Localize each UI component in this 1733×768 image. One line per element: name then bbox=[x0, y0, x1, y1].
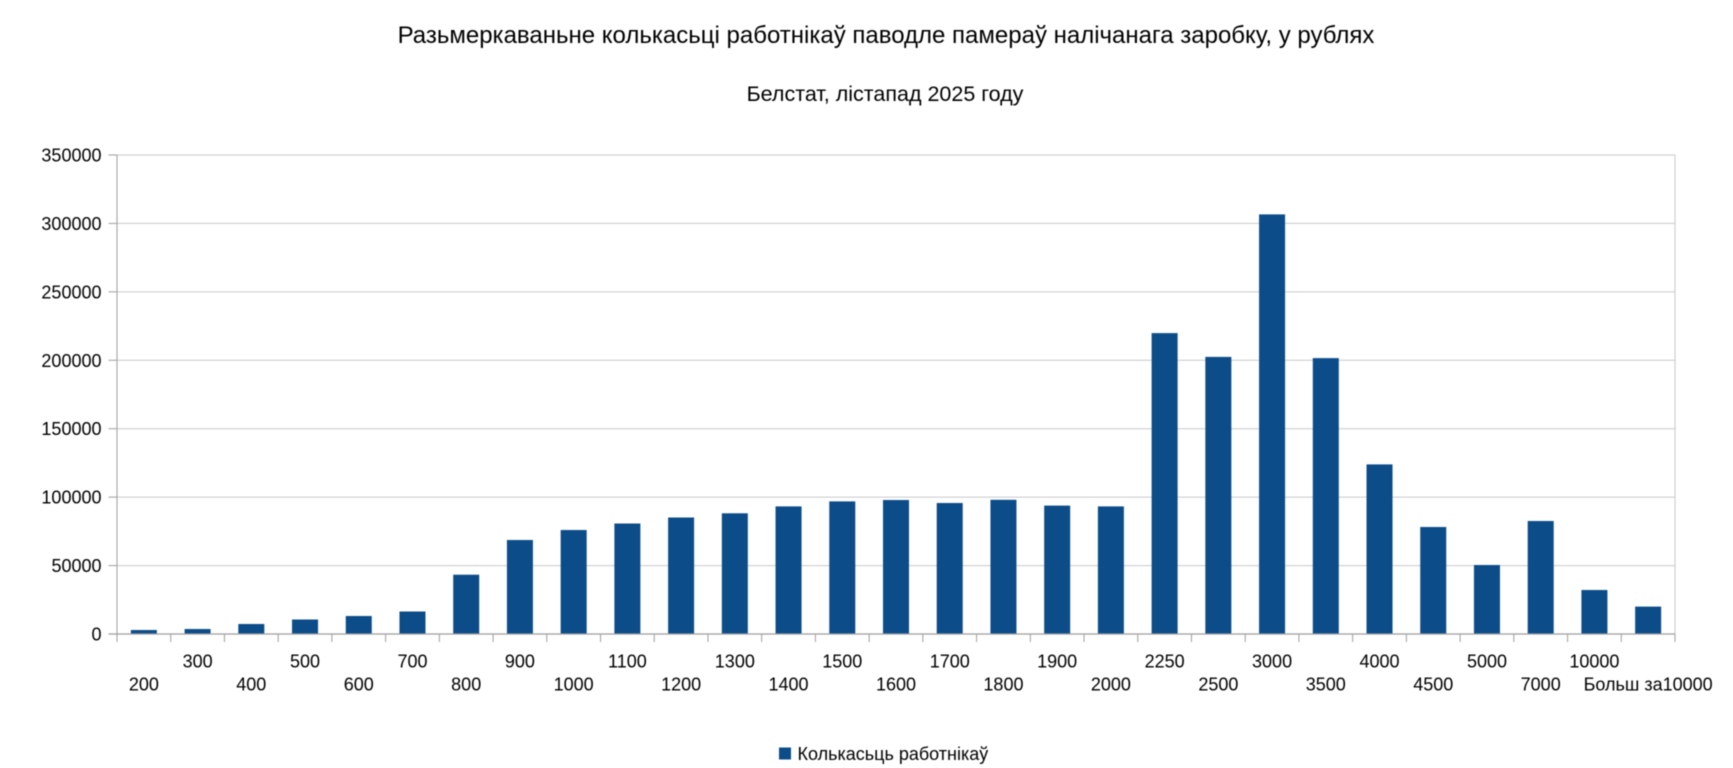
svg-text:1600: 1600 bbox=[876, 675, 916, 695]
svg-text:Колькасьць работнікаў: Колькасьць работнікаў bbox=[798, 744, 989, 764]
svg-text:Больш за10000: Больш за10000 bbox=[1584, 675, 1713, 695]
svg-text:1200: 1200 bbox=[661, 675, 701, 695]
svg-text:10000: 10000 bbox=[1569, 652, 1619, 672]
svg-text:250000: 250000 bbox=[41, 282, 101, 302]
svg-text:300000: 300000 bbox=[41, 214, 101, 234]
svg-text:4500: 4500 bbox=[1413, 675, 1453, 695]
svg-text:3000: 3000 bbox=[1252, 652, 1292, 672]
svg-text:600: 600 bbox=[344, 675, 374, 695]
svg-text:300: 300 bbox=[183, 652, 213, 672]
svg-text:5000: 5000 bbox=[1467, 652, 1507, 672]
svg-text:100000: 100000 bbox=[41, 488, 101, 508]
svg-text:900: 900 bbox=[505, 652, 535, 672]
svg-text:1700: 1700 bbox=[930, 652, 970, 672]
svg-text:3500: 3500 bbox=[1306, 675, 1346, 695]
svg-text:1400: 1400 bbox=[769, 675, 809, 695]
svg-text:200: 200 bbox=[129, 675, 159, 695]
svg-text:1500: 1500 bbox=[822, 652, 862, 672]
svg-text:1900: 1900 bbox=[1037, 652, 1077, 672]
svg-text:1000: 1000 bbox=[554, 675, 594, 695]
svg-text:1100: 1100 bbox=[608, 652, 647, 672]
svg-text:2000: 2000 bbox=[1091, 675, 1131, 695]
svg-text:150000: 150000 bbox=[41, 419, 101, 439]
svg-text:4000: 4000 bbox=[1359, 652, 1399, 672]
svg-text:2250: 2250 bbox=[1145, 652, 1185, 672]
svg-text:Белстат, лістапад 2025 году: Белстат, лістапад 2025 году bbox=[747, 82, 1024, 106]
svg-text:500: 500 bbox=[290, 652, 320, 672]
svg-text:800: 800 bbox=[451, 675, 481, 695]
svg-text:2500: 2500 bbox=[1198, 675, 1238, 695]
svg-text:1300: 1300 bbox=[715, 652, 755, 672]
svg-text:7000: 7000 bbox=[1521, 675, 1561, 695]
svg-text:350000: 350000 bbox=[41, 146, 101, 166]
svg-text:50000: 50000 bbox=[51, 556, 101, 576]
svg-text:700: 700 bbox=[397, 652, 427, 672]
svg-text:200000: 200000 bbox=[41, 351, 101, 371]
svg-text:Разьмеркаваньне колькасьці раб: Разьмеркаваньне колькасьці работнікаў па… bbox=[398, 22, 1375, 49]
svg-text:0: 0 bbox=[91, 625, 101, 645]
svg-text:1800: 1800 bbox=[983, 675, 1023, 695]
svg-text:400: 400 bbox=[236, 675, 266, 695]
